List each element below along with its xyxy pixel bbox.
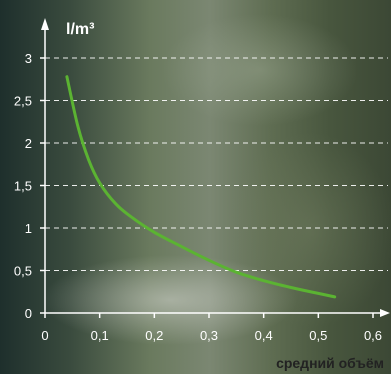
- x-tick-label: 0: [41, 328, 48, 343]
- grid-lines: [45, 57, 388, 271]
- y-tick-label: 3: [25, 51, 32, 66]
- y-tick-label: 0: [25, 306, 32, 321]
- x-tick-label: 0,3: [200, 328, 218, 343]
- x-axis-arrow: [380, 309, 390, 317]
- ticks: 0 0,5 1 1,5 2 2,5 3 0 0,1 0,2 0,3 0,4 0,5 0,6: [14, 51, 382, 343]
- series: [65, 75, 337, 299]
- y-tick-label: 2,5: [14, 94, 32, 109]
- x-tick-label: 0,4: [255, 328, 273, 343]
- y-tick-label: 1: [25, 221, 32, 236]
- x-tick-label: 0,6: [364, 328, 382, 343]
- y-tick-label: 0,5: [14, 264, 32, 279]
- y-axis-arrow: [41, 18, 49, 30]
- x-tick-label: 0,1: [91, 328, 109, 343]
- y-axis-label: l/m³: [66, 21, 94, 38]
- series-line: [65, 75, 337, 299]
- x-tick-label: 0,5: [309, 328, 327, 343]
- x-tick-label: 0,2: [145, 328, 163, 343]
- y-tick-label: 1,5: [14, 179, 32, 194]
- axes: [41, 18, 390, 317]
- x-axis-label: средний объём: [276, 355, 384, 371]
- y-tick-label: 2: [25, 136, 32, 151]
